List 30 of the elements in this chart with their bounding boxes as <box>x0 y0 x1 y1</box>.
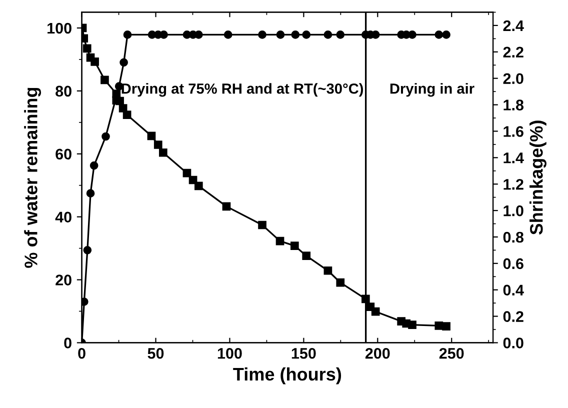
x-tick-label: 200 <box>365 348 390 359</box>
y2-tick-label: 1.2 <box>504 178 524 190</box>
x-tick-label: 250 <box>439 348 464 359</box>
y-tick-label: 80 <box>56 86 72 97</box>
y2-tick-label: 1.8 <box>504 100 524 110</box>
y-tick-label: 100 <box>48 22 72 34</box>
y-tick-label: 0 <box>64 338 72 348</box>
y-axis-title: % of water remaining <box>24 88 42 268</box>
y2-tick-label: 1.6 <box>504 126 524 137</box>
x-tick-label: 150 <box>292 348 316 359</box>
y2-tick-label: 0.2 <box>503 311 524 322</box>
y2-tick-label: 1.0 <box>504 205 524 216</box>
y-tick-label: 60 <box>56 148 72 160</box>
y2-tick-label: 0.4 <box>503 284 524 296</box>
y-tick-label: 20 <box>56 274 72 286</box>
x-tick-label: 50 <box>148 348 164 359</box>
y-tick-label: 40 <box>55 212 72 223</box>
y2-tick-label: 2.4 <box>503 20 524 31</box>
x-axis-title: Time (hours) <box>233 367 342 384</box>
y2-tick-label: 0.6 <box>503 258 524 270</box>
y2-tick-label: 0.0 <box>503 338 524 348</box>
y2-tick-label: 0.8 <box>503 232 524 243</box>
y2-tick-label: 1.4 <box>504 152 524 164</box>
x-tick-label: 0 <box>78 348 86 359</box>
y2-tick-label: 2.2 <box>503 46 524 58</box>
y2-axis-title: Shrinkage(%) <box>530 120 546 235</box>
annotation: Drying in air <box>390 83 474 97</box>
x-tick-label: 100 <box>218 348 242 359</box>
annotation: Drying at 75% RH and at RT(~30°C) <box>122 83 363 97</box>
y2-tick-label: 2.0 <box>503 73 524 84</box>
